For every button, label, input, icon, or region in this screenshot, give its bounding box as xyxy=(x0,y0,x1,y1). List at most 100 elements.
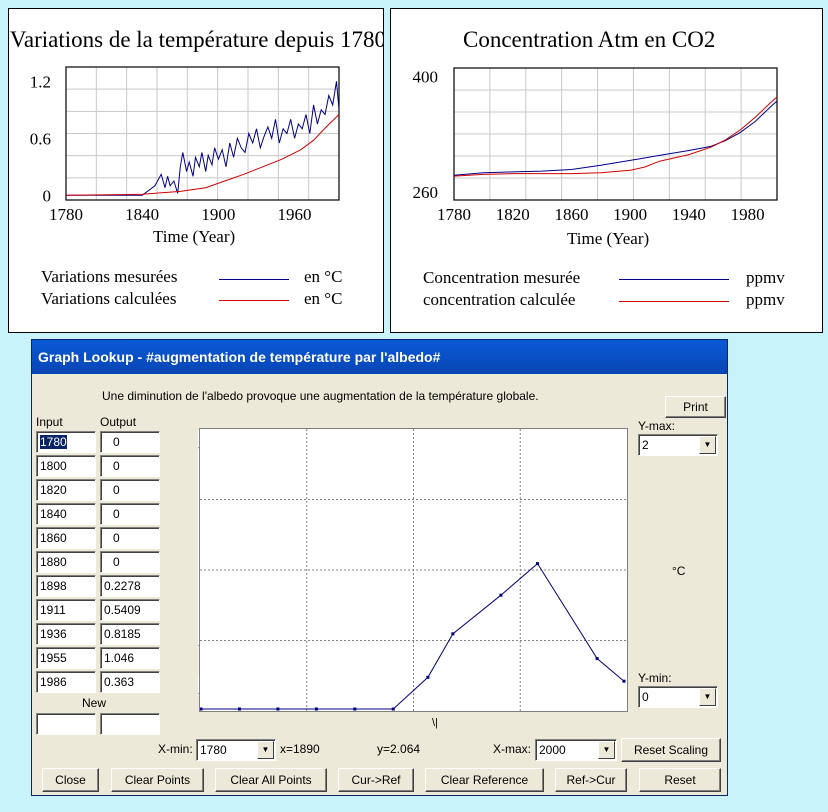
output-cell[interactable]: 0 xyxy=(100,455,160,477)
output-cell[interactable]: 0.5409 xyxy=(100,599,160,621)
legend-line-calculated xyxy=(219,300,289,301)
output-value: 0.5409 xyxy=(104,603,141,617)
lookup-point xyxy=(391,707,395,711)
xmin-label: X-min: xyxy=(158,742,193,756)
ref-cur-button[interactable]: Ref->Cur xyxy=(555,768,627,792)
temperature-panel: Variations de la température depuis 1780… xyxy=(8,8,384,333)
input-cell[interactable]: 1880 xyxy=(36,551,96,573)
input-value: 1840 xyxy=(40,507,67,521)
y-tick-label: 260 xyxy=(413,183,439,202)
output-cell[interactable]: 0 xyxy=(100,479,160,501)
output-cell[interactable]: 0.363 xyxy=(100,671,160,693)
dialog-description: Une diminution de l'albedo provoque une … xyxy=(102,389,539,403)
x-tick-label: 1820 xyxy=(496,205,530,224)
output-cell[interactable]: 0.8185 xyxy=(100,623,160,645)
input-value: 1860 xyxy=(40,531,67,545)
input-cell[interactable]: 1780 xyxy=(36,431,96,453)
lookup-point xyxy=(314,707,318,711)
clear-all-points-button[interactable]: Clear All Points xyxy=(215,768,327,792)
output-cell[interactable]: 0.2278 xyxy=(100,575,160,597)
y-tick-label: 0.6 xyxy=(30,129,51,148)
x-tick-label: 1780 xyxy=(49,205,83,224)
output-value: 0 xyxy=(113,483,120,497)
legend-unit: ppmv xyxy=(746,268,785,287)
reset-scaling-button[interactable]: Reset Scaling xyxy=(621,738,721,762)
input-cell[interactable]: 1911 xyxy=(36,599,96,621)
input-cell[interactable]: 1898 xyxy=(36,575,96,597)
input-cell[interactable]: 1955 xyxy=(36,647,96,669)
input-value: 1936 xyxy=(40,627,67,641)
close-button[interactable]: Close xyxy=(42,768,99,792)
legend-label: Variations mesurées xyxy=(41,267,178,286)
legend-measured: Variations mesurées xyxy=(41,267,177,287)
output-value: 0.2278 xyxy=(104,579,141,593)
dialog-title: Graph Lookup - #augmentation de températ… xyxy=(38,349,441,365)
y-tick-label: 400 xyxy=(413,67,439,86)
output-cell[interactable]: 0 xyxy=(100,527,160,549)
dialog-titlebar[interactable]: Graph Lookup - #augmentation de températ… xyxy=(32,340,727,374)
clear-reference-button[interactable]: Clear Reference xyxy=(425,768,544,792)
xmin-value: 1780 xyxy=(200,743,227,757)
ymin-label: Y-min: xyxy=(638,671,672,685)
x-tick-label: 1780 xyxy=(437,205,471,224)
lookup-point xyxy=(237,707,241,711)
x-tick-label: 1980 xyxy=(731,205,765,224)
input-cell[interactable]: 1860 xyxy=(36,527,96,549)
output-value: 0 xyxy=(113,507,120,521)
output-cell[interactable]: 0 xyxy=(100,503,160,525)
output-cell[interactable]: 1.046 xyxy=(100,647,160,669)
xmax-select[interactable]: 2000 ▼ xyxy=(535,739,617,761)
unit-label: °C xyxy=(672,564,686,578)
lookup-point xyxy=(426,675,430,679)
y-tick-label: 0 xyxy=(43,186,52,205)
chevron-down-icon[interactable]: ▼ xyxy=(699,436,716,454)
input-value: 1955 xyxy=(40,651,67,665)
input-cell[interactable]: 1986 xyxy=(36,671,96,693)
cur-ref-button[interactable]: Cur->Ref xyxy=(338,768,414,792)
chevron-down-icon[interactable]: ▼ xyxy=(598,741,615,759)
input-cell[interactable]: 1936 xyxy=(36,623,96,645)
chevron-down-icon[interactable]: ▼ xyxy=(699,688,716,706)
clear-points-button[interactable]: Clear Points xyxy=(111,768,204,792)
output-value: 0 xyxy=(113,435,120,449)
legend-unit: ppmv xyxy=(746,290,785,309)
legend-line-calculated xyxy=(619,301,729,302)
graph-lookup-dialog: Graph Lookup - #augmentation de températ… xyxy=(31,339,728,796)
legend-unit: en °C xyxy=(304,267,343,286)
lookup-graph-canvas[interactable] xyxy=(200,429,627,711)
output-cell[interactable]: 0 xyxy=(100,431,160,453)
y-tick-label: 1.2 xyxy=(30,72,51,91)
output-value: 0.8185 xyxy=(104,627,141,641)
plot-frame xyxy=(453,67,778,201)
input-value: 1800 xyxy=(40,459,67,473)
reset-button[interactable]: Reset xyxy=(639,768,721,792)
lookup-point xyxy=(499,593,503,597)
x-tick-label: 1960 xyxy=(278,205,312,224)
xmax-label: X-max: xyxy=(493,742,532,756)
plot-frame xyxy=(65,66,340,201)
input-cell[interactable]: 1840 xyxy=(36,503,96,525)
output-value: 0 xyxy=(113,555,120,569)
lookup-point xyxy=(276,707,280,711)
cursor-x-readout: x=1890 xyxy=(280,742,320,756)
print-button[interactable]: Print xyxy=(665,396,726,418)
lookup-point xyxy=(595,657,599,661)
xmin-select[interactable]: 1780 ▼ xyxy=(196,739,276,761)
new-input-field[interactable] xyxy=(36,713,96,735)
output-cell[interactable]: 0 xyxy=(100,551,160,573)
input-value: 1780 xyxy=(40,435,67,449)
output-value: 0.363 xyxy=(104,675,135,689)
legend-calculated: concentration calculée xyxy=(423,290,576,309)
input-header: Input xyxy=(36,415,63,429)
new-output-field[interactable] xyxy=(100,713,160,735)
input-cell[interactable]: 1800 xyxy=(36,455,96,477)
lookup-point xyxy=(451,632,455,636)
ymax-select[interactable]: 2 ▼ xyxy=(638,434,718,456)
input-cell[interactable]: 1820 xyxy=(36,479,96,501)
chevron-down-icon[interactable]: ▼ xyxy=(257,741,274,759)
input-value: 1820 xyxy=(40,483,67,497)
ymin-value: 0 xyxy=(642,690,649,704)
ymin-select[interactable]: 0 ▼ xyxy=(638,686,718,708)
ymax-value: 2 xyxy=(642,438,649,452)
lookup-graph[interactable] xyxy=(199,428,628,712)
